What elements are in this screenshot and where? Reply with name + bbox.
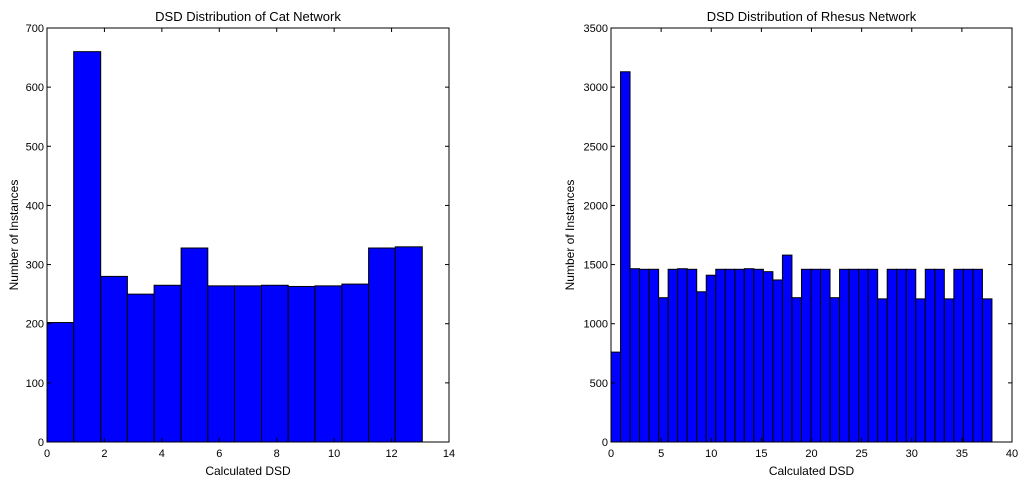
chart-panel-2: 0 5 10 15 20 25 30 35 40 0 500 1000 1500 2000 2500 3000…: [563, 9, 1018, 478]
histogram-bar: [981, 298, 993, 443]
histogram-bar: [724, 268, 736, 443]
histogram-bar: [772, 279, 783, 443]
histogram-bar: [610, 351, 622, 443]
histogram-bar: [715, 268, 726, 443]
histogram-bar: [153, 284, 182, 443]
histogram-bar: [829, 297, 841, 443]
x-tick-label: 2: [101, 448, 107, 460]
chart-panel-1: 0 2 4 6 8 10 12 14 0 100 200 300 400 500 600 700 DSD Dis…: [7, 9, 455, 478]
chart-title: DSD Distribution of Rhesus Network: [707, 9, 917, 24]
y-tick-label: 400: [26, 200, 44, 212]
histogram-bar: [658, 297, 669, 443]
histogram-bar: [858, 268, 869, 443]
y-tick-label: 600: [26, 82, 44, 94]
x-tick-label: 5: [658, 448, 664, 460]
histogram-bar: [972, 268, 983, 443]
x-tick-label: 0: [608, 448, 614, 460]
histogram-bar: [648, 268, 660, 443]
histogram-bar: [877, 298, 888, 443]
histogram-bar: [839, 268, 850, 443]
histogram-bar: [762, 271, 774, 443]
histogram-bar: [394, 246, 423, 443]
histogram-bar: [100, 275, 128, 443]
histogram-bar: [915, 298, 926, 443]
y-tick-label: 1000: [584, 319, 608, 331]
y-tick-label: 0: [602, 437, 608, 449]
histogram-bar: [126, 293, 155, 443]
histogram-bar: [639, 268, 650, 443]
histogram-bar: [73, 51, 102, 443]
x-tick-label: 4: [159, 448, 165, 460]
x-tick-label: 35: [956, 448, 968, 460]
y-tick-label: 300: [26, 260, 44, 272]
histogram-bar: [962, 268, 974, 443]
x-axis-label: Calculated DSD: [205, 464, 291, 478]
x-tick-label: 0: [44, 448, 50, 460]
histogram-bar: [314, 285, 343, 443]
y-tick-label: 3000: [584, 82, 608, 94]
histogram-bar: [686, 268, 698, 443]
x-axis-label: Calculated DSD: [769, 464, 855, 478]
y-tick-label: 200: [26, 319, 44, 331]
histogram-bar: [781, 254, 793, 443]
x-tick-label: 30: [906, 448, 918, 460]
histogram-bar: [800, 268, 812, 443]
histogram-bar: [261, 284, 289, 443]
histogram-bar: [753, 268, 764, 443]
x-tick-label: 15: [755, 448, 767, 460]
y-axis-label: Number of Instances: [563, 180, 577, 291]
histogram-bar: [667, 268, 679, 443]
x-tick-label: 12: [385, 448, 397, 460]
y-tick-label: 3500: [584, 23, 608, 35]
histogram-bar: [934, 268, 945, 443]
histogram-bar: [905, 268, 917, 443]
x-tick-label: 8: [274, 448, 280, 460]
y-tick-label: 500: [590, 378, 608, 390]
histogram-bar: [791, 297, 802, 443]
histogram-bar: [629, 268, 641, 443]
x-tick-label: 25: [856, 448, 868, 460]
histogram-bar: [924, 268, 936, 443]
histogram-bar: [341, 283, 370, 443]
histogram-bar: [810, 268, 822, 443]
histogram-bar: [234, 285, 262, 443]
histogram-bar: [180, 247, 209, 443]
histogram-bar: [896, 268, 907, 443]
y-tick-label: 1500: [584, 260, 608, 272]
histogram-bar: [46, 322, 75, 443]
x-tick-label: 14: [443, 448, 455, 460]
histogram-bar: [953, 268, 964, 443]
y-tick-label: 700: [26, 23, 44, 35]
y-tick-label: 100: [26, 378, 44, 390]
axes-frame: [46, 27, 450, 443]
x-tick-label: 20: [805, 448, 817, 460]
histogram-bar: [677, 268, 688, 443]
histogram-bar: [943, 298, 955, 443]
x-tick-label: 10: [328, 448, 340, 460]
y-tick-label: 0: [38, 437, 44, 449]
histogram-bar: [820, 268, 831, 443]
x-tick-label: 6: [216, 448, 222, 460]
x-tick-label: 10: [705, 448, 717, 460]
histogram-bar: [848, 268, 860, 443]
histogram-bar: [368, 247, 396, 443]
histogram-bar: [620, 71, 631, 443]
histogram-bar: [287, 285, 316, 443]
y-tick-label: 500: [26, 141, 44, 153]
histogram-bar: [867, 268, 879, 443]
y-tick-label: 2000: [584, 200, 608, 212]
chart-title: DSD Distribution of Cat Network: [155, 9, 341, 24]
histogram-bar: [705, 274, 717, 443]
histogram-bar: [886, 268, 898, 443]
histogram-bar: [696, 291, 707, 443]
y-tick-label: 2500: [584, 141, 608, 153]
x-tick-label: 40: [1006, 448, 1018, 460]
y-axis-label: Number of Instances: [7, 180, 21, 291]
histogram-bar: [734, 268, 745, 443]
histogram-bar: [743, 268, 755, 443]
histogram-bar: [207, 285, 236, 443]
